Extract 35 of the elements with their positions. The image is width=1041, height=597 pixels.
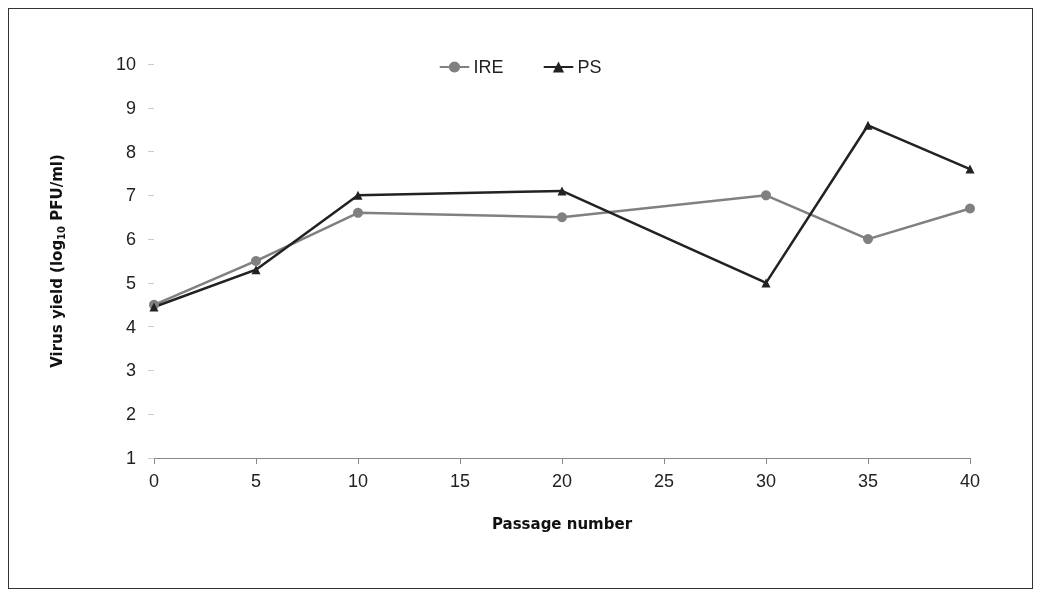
y-tick-label: 7 [125,185,136,206]
y-tick-label: 5 [125,272,136,293]
x-tick-label: 40 [959,471,981,491]
y-tick-label: 10 [115,54,136,74]
y-tick-label: 1 [125,448,136,468]
legend-label: PS [577,57,602,77]
y-tick-label: 2 [125,404,136,425]
y-tick-label: 3 [125,360,136,381]
point [251,256,261,266]
x-tick-label: 5 [250,471,262,491]
point [353,207,363,218]
x-tick-label: 25 [653,471,675,491]
y-tick-label: 9 [125,97,136,118]
y-axis-title: Virus yield (log10 PFU/ml) [48,154,67,368]
point [863,120,873,130]
legend-label: IRE [473,57,504,77]
y-tick-label: 4 [125,316,136,337]
point [251,265,261,275]
point [965,203,975,214]
x-tick-label: 30 [755,471,777,491]
x-tick-label: 15 [449,471,471,491]
y-tick-label: 6 [125,229,136,250]
x-tick-label: 0 [148,471,160,491]
point [761,278,771,288]
point [761,190,771,201]
point [557,212,567,223]
x-tick-label: 20 [551,471,573,491]
x-axis-title: Passage number [491,514,633,533]
x-tick-label: 35 [857,471,879,491]
y-tick-label: 8 [125,141,136,162]
x-tick-label: 10 [347,471,369,491]
point [557,186,567,196]
point [353,190,363,200]
point [863,234,873,245]
point [965,164,975,174]
